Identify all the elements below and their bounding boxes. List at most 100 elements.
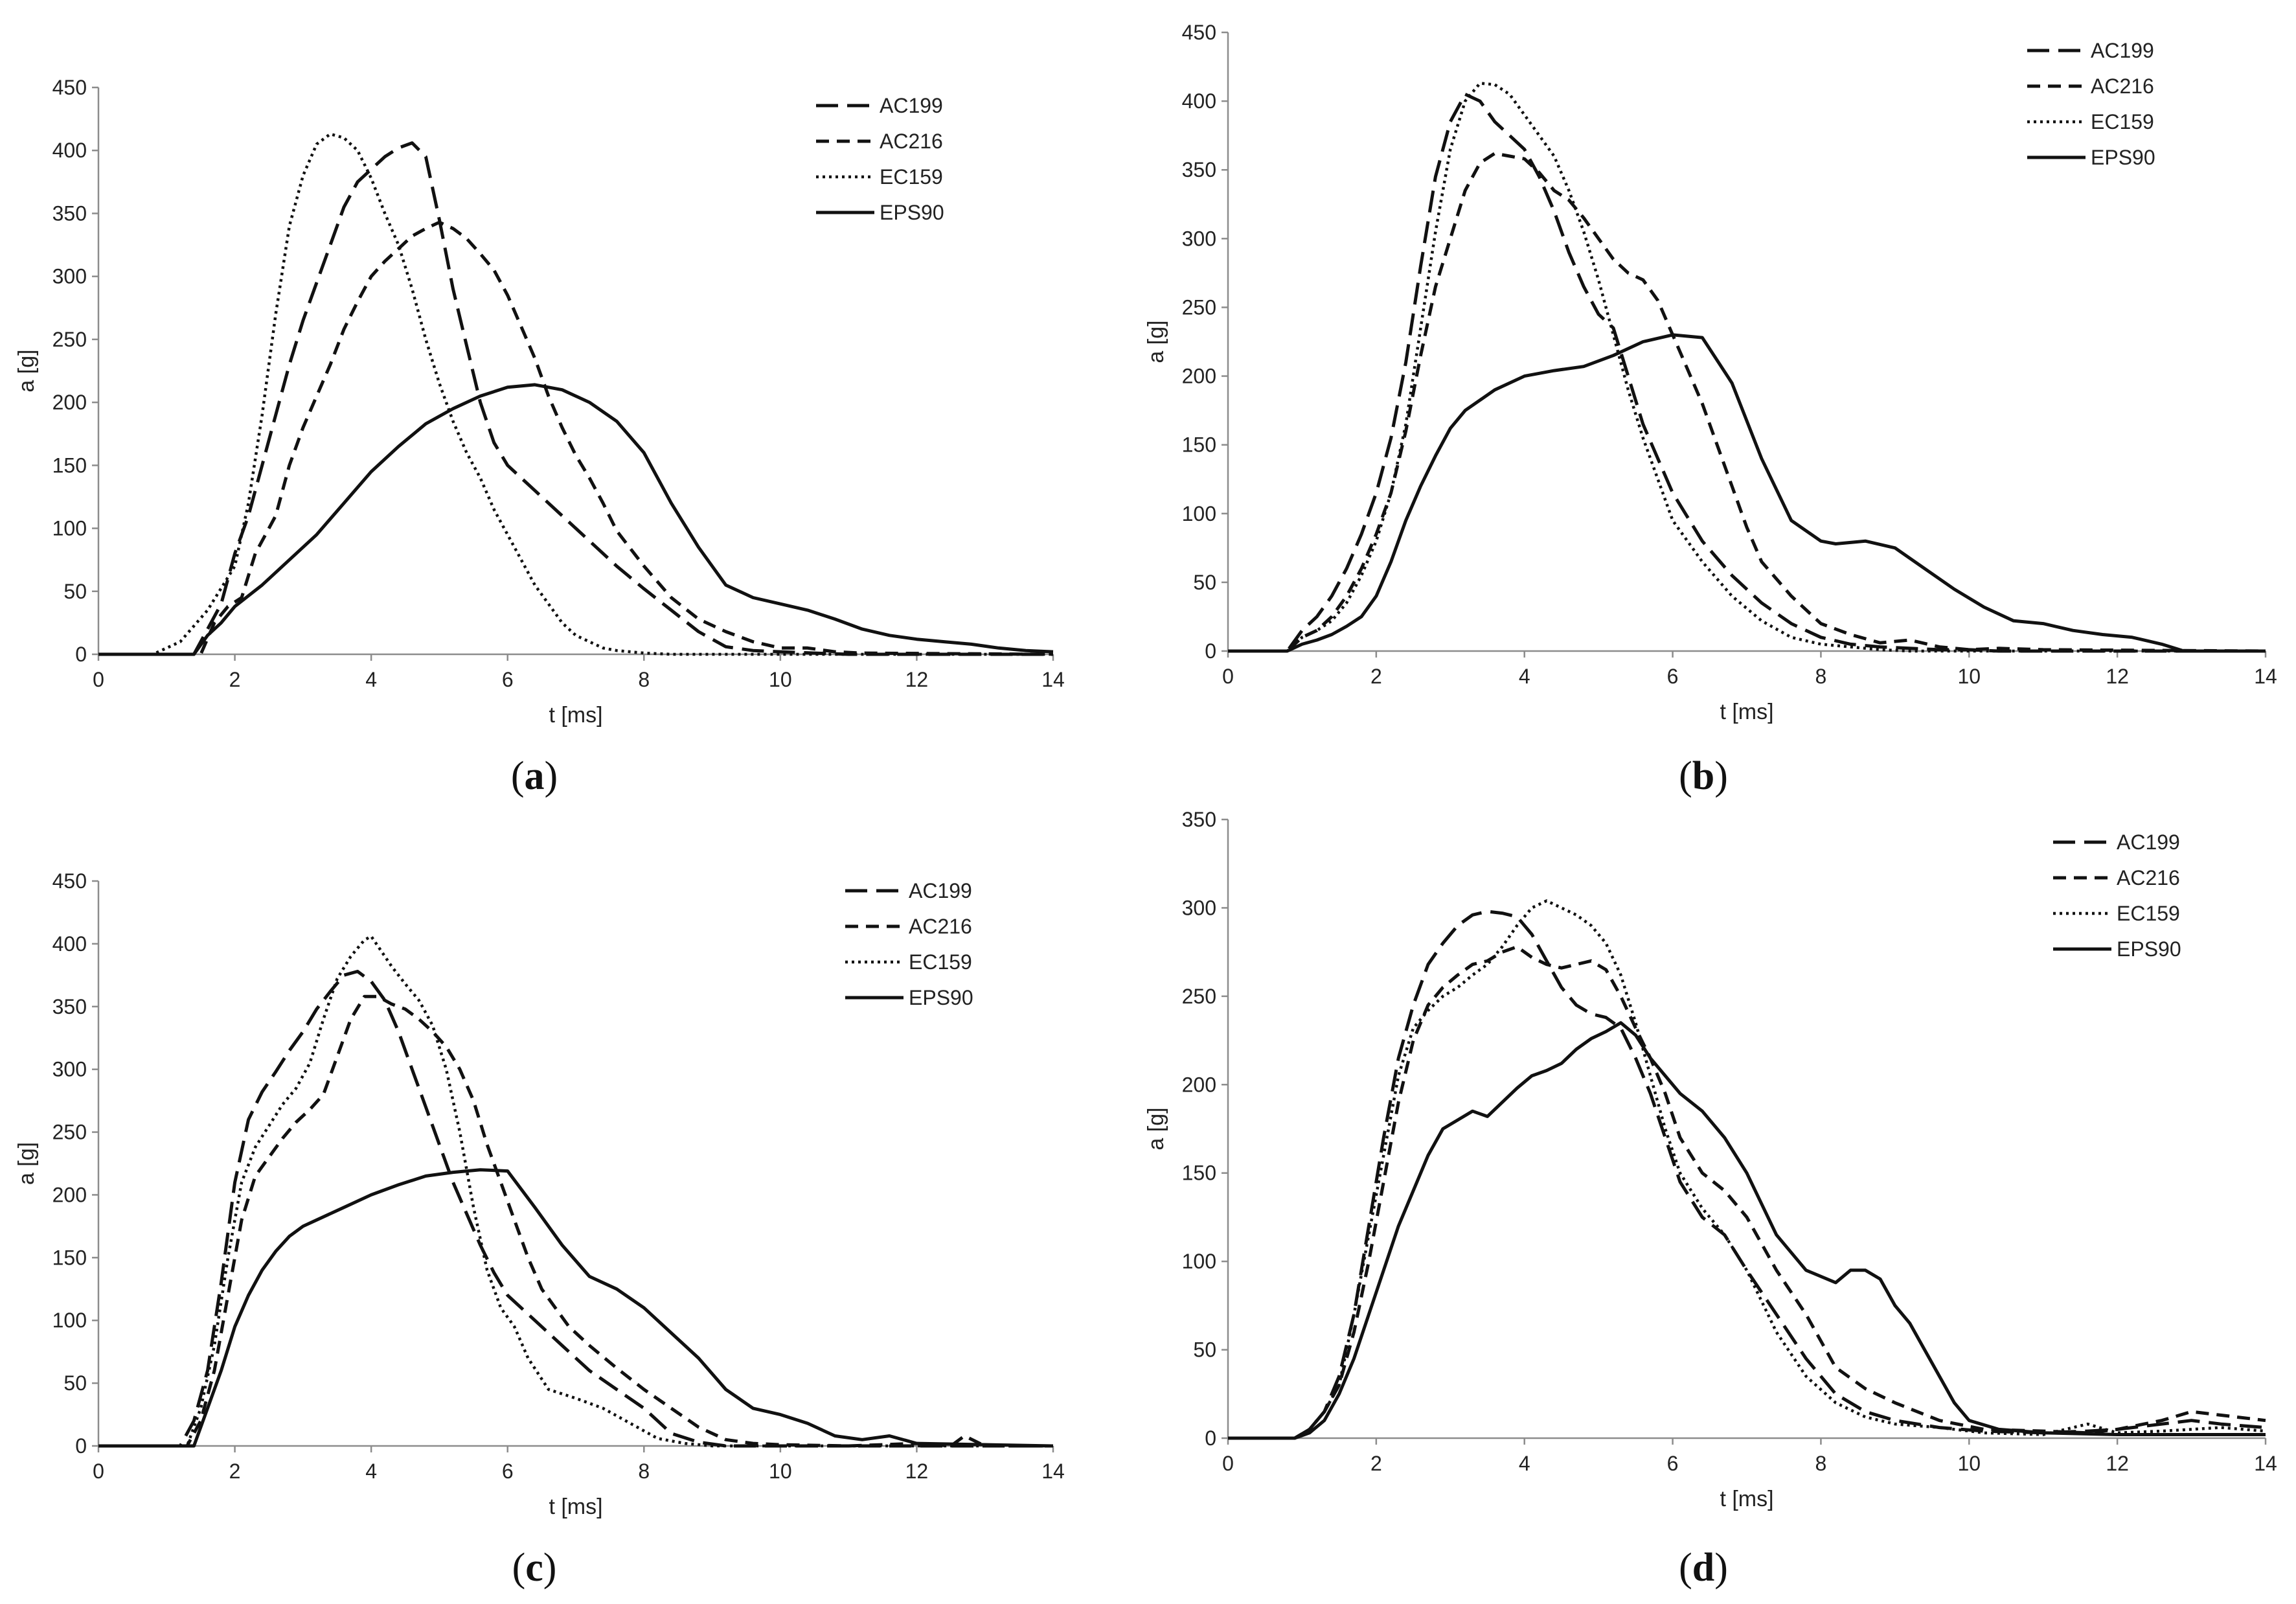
- series-line-eps90: [1228, 333, 2266, 653]
- legend-label-eps90: EPS90: [2091, 146, 2155, 169]
- y-tick-label: 200: [52, 1183, 87, 1206]
- y-axis-title: a [g]: [14, 349, 39, 392]
- y-tick-label: 50: [63, 1371, 87, 1395]
- x-tick-label: 10: [769, 668, 792, 691]
- y-tick-label: 300: [52, 265, 87, 288]
- chart-panel-c: 0 50 100 150 200 250 300 350 400 450 0 2 4 6 8 10 12 14 t …: [14, 869, 1065, 1590]
- y-tick-label: 0: [1205, 639, 1216, 663]
- chart-panel-b: 0 50 100 150 200 250 300 350 400 450 0 2 4 6 8 10 12 14 t …: [1144, 21, 2277, 798]
- x-axis-title: t [ms]: [1720, 700, 1773, 724]
- y-tick-label: 450: [1182, 21, 1216, 44]
- y-tick-label: 400: [52, 139, 87, 162]
- y-tick-label: 200: [1182, 1073, 1216, 1096]
- legend-label-ec159: EC159: [2117, 902, 2180, 925]
- x-tick-label: 4: [365, 668, 377, 691]
- x-tick-label: 4: [1519, 665, 1530, 688]
- legend-label-eps90: EPS90: [2117, 937, 2181, 961]
- x-tick-label: 6: [502, 1460, 514, 1483]
- y-tick-label: 150: [52, 453, 87, 477]
- x-tick-label: 14: [2254, 1452, 2277, 1475]
- y-axis-title: a [g]: [1144, 1107, 1168, 1150]
- series-line-ac199: [1228, 93, 2266, 653]
- legend-label-ec159: EC159: [2091, 110, 2154, 133]
- y-tick-label: 50: [1193, 1338, 1216, 1362]
- x-tick-label: 2: [1370, 665, 1382, 688]
- series-line-ac216: [98, 220, 1054, 656]
- legend-label-ac199: AC199: [2091, 39, 2154, 62]
- x-tick-label: 10: [769, 1460, 792, 1483]
- x-tick-label: 0: [1222, 665, 1234, 688]
- series-line-ec159: [98, 132, 1053, 656]
- y-tick-label: 300: [1182, 227, 1216, 250]
- series-line-ac216: [1228, 945, 2266, 1440]
- series-line-ac199: [98, 970, 1053, 1448]
- x-tick-label: 12: [2106, 1452, 2129, 1475]
- x-tick-label: 12: [905, 668, 929, 691]
- series-line-ac199: [98, 141, 1053, 656]
- y-tick-label: 450: [52, 869, 87, 893]
- series-line-ec159: [1228, 899, 2266, 1440]
- y-tick-label: 250: [1182, 985, 1216, 1008]
- x-tick-label: 6: [502, 668, 514, 691]
- x-tick-label: 10: [1957, 665, 1981, 688]
- y-tick-label: 300: [1182, 896, 1216, 919]
- y-tick-label: 50: [63, 580, 87, 603]
- legend-label-eps90: EPS90: [880, 201, 944, 224]
- legend-label-ac199: AC199: [2117, 831, 2180, 854]
- x-tick-label: 6: [1667, 665, 1679, 688]
- legend-label-ac216: AC216: [880, 130, 943, 153]
- x-tick-label: 14: [2254, 665, 2277, 688]
- x-tick-label: 8: [638, 668, 650, 691]
- x-tick-label: 0: [93, 668, 104, 691]
- panel-label: (b): [1679, 754, 1728, 798]
- legend-label-ac216: AC216: [2117, 866, 2180, 889]
- legend-label-ac216: AC216: [2091, 74, 2154, 98]
- y-tick-label: 450: [52, 76, 87, 99]
- y-tick-label: 100: [52, 517, 87, 540]
- y-tick-label: 300: [52, 1058, 87, 1081]
- y-tick-label: 350: [52, 995, 87, 1018]
- legend-label-ec159: EC159: [909, 950, 972, 974]
- x-tick-label: 2: [1370, 1452, 1382, 1475]
- x-tick-label: 0: [1222, 1452, 1234, 1475]
- y-axis-title: a [g]: [1144, 320, 1168, 363]
- legend-label-eps90: EPS90: [909, 986, 973, 1009]
- y-axis-title: a [g]: [14, 1142, 39, 1185]
- x-tick-label: 2: [229, 668, 241, 691]
- legend-label-ac199: AC199: [880, 94, 943, 117]
- x-axis-title: t [ms]: [1720, 1487, 1773, 1511]
- x-tick-label: 12: [2106, 665, 2129, 688]
- chart-panel-a: 0 50 100 150 200 250 300 350 400 450 0 2 4 6 8 10 12 14 t …: [14, 76, 1065, 798]
- y-tick-label: 100: [1182, 502, 1216, 525]
- x-tick-label: 10: [1957, 1452, 1981, 1475]
- panel-label: (c): [512, 1546, 557, 1590]
- legend-label-ac216: AC216: [909, 915, 972, 938]
- y-tick-label: 0: [75, 1434, 87, 1458]
- y-tick-label: 200: [1182, 365, 1216, 388]
- x-axis-title: t [ms]: [549, 1495, 602, 1519]
- y-tick-label: 150: [1182, 433, 1216, 457]
- legend-label-ac199: AC199: [909, 879, 972, 902]
- series-line-ac199: [1228, 910, 2266, 1440]
- y-tick-label: 350: [52, 201, 87, 225]
- y-tick-label: 250: [52, 1121, 87, 1144]
- y-tick-label: 350: [1182, 158, 1216, 181]
- panel-label: (a): [511, 754, 558, 798]
- y-tick-label: 250: [1182, 295, 1216, 319]
- y-tick-label: 400: [52, 932, 87, 956]
- y-tick-label: 0: [75, 643, 87, 666]
- x-axis-title: t [ms]: [549, 703, 602, 728]
- y-tick-label: 400: [1182, 89, 1216, 113]
- y-tick-label: 0: [1205, 1426, 1216, 1450]
- series-line-ac216: [1228, 152, 2266, 653]
- x-tick-label: 2: [229, 1460, 241, 1483]
- y-tick-label: 50: [1193, 571, 1216, 594]
- series-line-eps90: [98, 383, 1054, 656]
- x-tick-label: 12: [905, 1460, 929, 1483]
- chart-panel-d: 0 50 100 150 200 250 300 350 0 2 4 6 8 10 12 14 t [ms] a …: [1144, 808, 2277, 1590]
- legend-label-ec159: EC159: [880, 165, 943, 189]
- series-line-ec159: [98, 935, 1053, 1448]
- panel-label: (d): [1679, 1546, 1728, 1590]
- y-tick-label: 350: [1182, 808, 1216, 831]
